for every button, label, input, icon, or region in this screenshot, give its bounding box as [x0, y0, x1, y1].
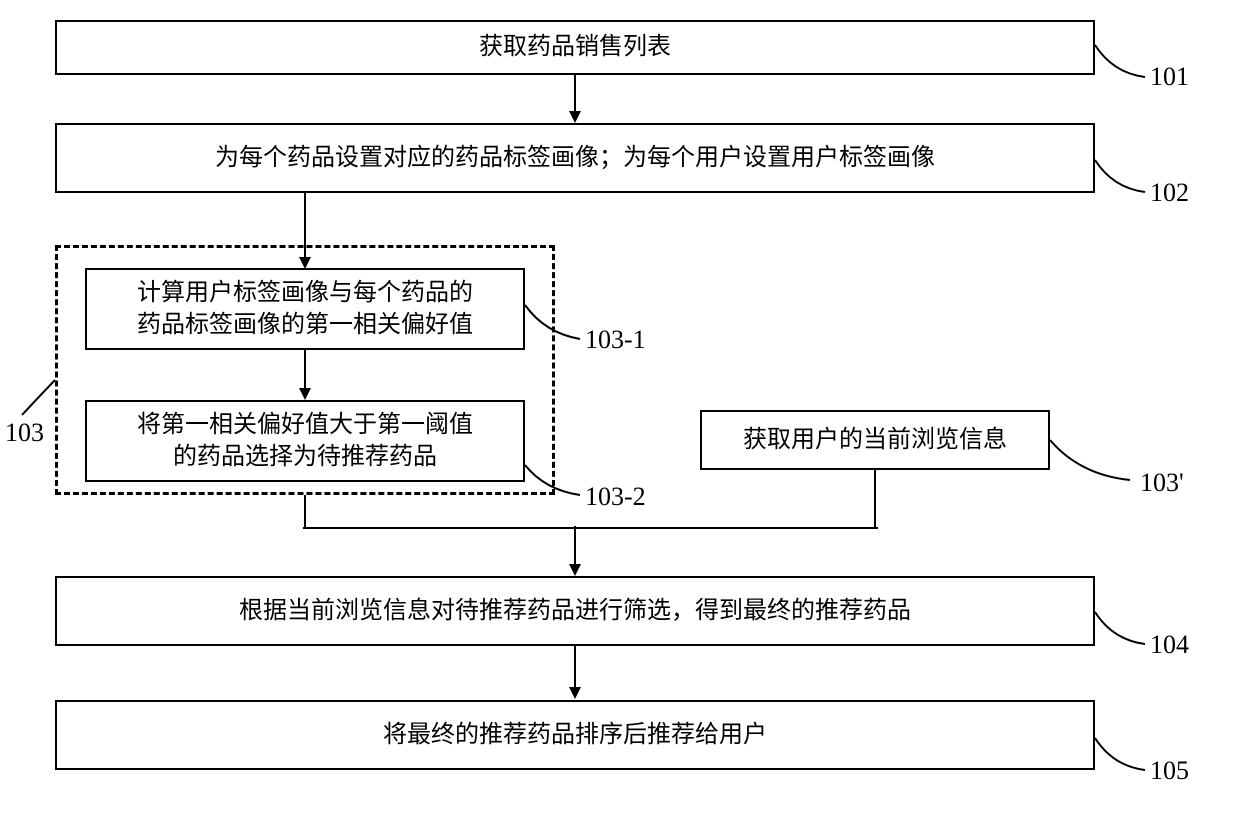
line-103-down — [295, 495, 315, 530]
arrow-1031-1032 — [295, 350, 315, 402]
step-103-1: 计算用户标签画像与每个药品的 药品标签画像的第一相关偏好值 — [85, 268, 525, 350]
label-103: 103 — [5, 418, 44, 448]
step-103-prime: 获取用户的当前浏览信息 — [700, 410, 1050, 470]
line-103p-down — [865, 470, 885, 530]
label-101: 101 — [1150, 62, 1189, 92]
label-connector-103p — [1050, 440, 1145, 485]
label-105: 105 — [1150, 756, 1189, 786]
label-103-1: 103-1 — [585, 325, 646, 355]
step-103-prime-text: 获取用户的当前浏览信息 — [743, 424, 1007, 456]
label-104: 104 — [1150, 630, 1189, 660]
step-102-text: 为每个药品设置对应的药品标签画像；为每个用户设置用户标签画像 — [215, 142, 935, 174]
step-104-text: 根据当前浏览信息对待推荐药品进行筛选，得到最终的推荐药品 — [239, 595, 911, 627]
label-103-2: 103-2 — [585, 482, 646, 512]
step-105-text: 将最终的推荐药品排序后推荐给用户 — [383, 719, 767, 751]
arrow-104-105 — [565, 646, 585, 701]
step-103-1-text: 计算用户标签画像与每个药品的 药品标签画像的第一相关偏好值 — [137, 277, 473, 342]
label-103p: 103' — [1140, 468, 1184, 498]
step-103-2-text: 将第一相关偏好值大于第一阈值 的药品选择为待推荐药品 — [137, 409, 473, 474]
step-104: 根据当前浏览信息对待推荐药品进行筛选，得到最终的推荐药品 — [55, 576, 1095, 646]
label-connector-103 — [22, 380, 67, 420]
label-102: 102 — [1150, 178, 1189, 208]
arrow-101-102 — [565, 75, 585, 125]
step-102: 为每个药品设置对应的药品标签画像；为每个用户设置用户标签画像 — [55, 123, 1095, 193]
step-101-text: 获取药品销售列表 — [479, 31, 671, 63]
step-105: 将最终的推荐药品排序后推荐给用户 — [55, 700, 1095, 770]
arrow-join-104 — [565, 526, 585, 578]
step-103-2: 将第一相关偏好值大于第一阈值 的药品选择为待推荐药品 — [85, 400, 525, 482]
step-101: 获取药品销售列表 — [55, 20, 1095, 75]
line-join-horizontal — [303, 526, 878, 532]
